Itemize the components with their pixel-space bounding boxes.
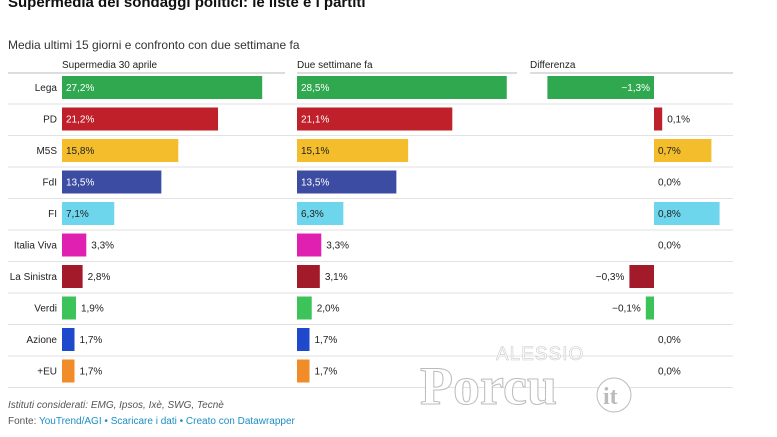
value-label: 3,3% [326, 241, 349, 252]
watermark-suffix: it [603, 384, 618, 410]
bar [62, 107, 219, 131]
bar [62, 328, 75, 351]
category-label: FdI [43, 178, 57, 189]
watermark-name: Porcu [420, 356, 557, 416]
value-label: 6,3% [301, 209, 324, 220]
column-headers: Supermedia 30 aprile Due settimane fa Diff… [62, 60, 576, 71]
bar [297, 170, 397, 194]
footnote-sources: Istituti considerati: EMG, Ipsos, Ixè, S… [8, 400, 224, 411]
category-labels: Lega PD M5S FdI FI Italia Viva La Sinistra Verd… [10, 83, 58, 378]
difference-label: 0,8% [658, 209, 681, 220]
bar [62, 139, 179, 162]
category-label: M5S [36, 146, 57, 157]
bar [62, 359, 75, 383]
bar-chart: Lega PD M5S FdI FI Italia Viva La Sinistra Verd… [8, 60, 733, 388]
difference-label: 0,1% [667, 115, 690, 126]
value-label: 13,5% [301, 178, 329, 189]
value-label: 2,8% [88, 272, 111, 283]
bar [297, 328, 310, 351]
value-label: 21,1% [301, 115, 329, 126]
bar [297, 296, 312, 320]
value-label: 1,7% [80, 367, 103, 378]
source-line: Fonte: YouTrend/AGI • Scaricare i dati •… [8, 416, 295, 427]
difference-label: 0,7% [658, 146, 681, 157]
category-label: +EU [37, 367, 57, 378]
value-label: 3,3% [91, 241, 114, 252]
difference-label: −0,3% [596, 272, 625, 283]
chart-subtitle: Media ultimi 15 giorni e confronto con d… [8, 38, 300, 52]
value-label: 2,0% [317, 304, 340, 315]
bars [62, 76, 720, 383]
difference-label: 0,0% [658, 241, 681, 252]
bar [62, 170, 162, 194]
category-label: Italia Viva [14, 241, 58, 252]
value-label: 15,1% [301, 146, 329, 157]
row-separators [8, 72, 733, 388]
value-labels: 27,2% 28,5% −1,3% 21,2% 21,1% 0,1% 15,8% 15,1% 0… [66, 83, 690, 378]
value-label: 1,7% [315, 335, 338, 346]
value-label: 1,7% [315, 367, 338, 378]
category-label: Lega [35, 83, 58, 94]
column-header: Due settimane fa [297, 60, 373, 71]
source-prefix: Fonte: [8, 416, 37, 427]
chart-title: Supermedia dei sondaggi politici: le lis… [8, 0, 366, 11]
bar [62, 265, 83, 288]
bar [297, 233, 322, 257]
bar [297, 265, 320, 288]
bar [62, 202, 115, 225]
watermark-logo: ALESSIO Porcu it [420, 344, 632, 417]
category-label: Verdi [34, 304, 57, 315]
bar [297, 107, 453, 131]
bar [297, 76, 507, 99]
category-label: La Sinistra [10, 272, 58, 283]
difference-bar [547, 76, 654, 99]
value-label: 21,2% [66, 115, 94, 126]
column-header: Supermedia 30 aprile [62, 60, 157, 71]
value-label: 7,1% [66, 209, 89, 220]
watermark-top: ALESSIO [496, 344, 584, 365]
separator-dot: • [179, 416, 184, 427]
difference-label: 0,0% [658, 367, 681, 378]
category-label: FI [48, 209, 57, 220]
difference-label: 0,0% [658, 178, 681, 189]
difference-bar [654, 202, 720, 225]
value-label: 1,7% [80, 335, 103, 346]
difference-label: −0,1% [612, 304, 641, 315]
download-data-link[interactable]: Scaricare i dati [110, 416, 177, 427]
bar [297, 139, 409, 162]
category-label: PD [43, 115, 57, 126]
difference-bar [654, 139, 712, 162]
value-label: 13,5% [66, 178, 94, 189]
difference-bar [654, 107, 663, 131]
difference-label: −1,3% [621, 83, 650, 94]
bar [62, 296, 76, 320]
bar [62, 76, 263, 99]
value-label: 28,5% [301, 83, 329, 94]
value-label: 15,8% [66, 146, 94, 157]
separator-dot: • [104, 416, 108, 427]
category-label: Azione [26, 335, 57, 346]
created-with-link[interactable]: Creato con Datawrapper [185, 416, 295, 427]
bar [62, 233, 87, 257]
bar [297, 202, 344, 225]
value-label: 27,2% [66, 83, 94, 94]
source-link[interactable]: YouTrend/AGI [38, 416, 102, 427]
bar [297, 359, 310, 383]
value-label: 3,1% [325, 272, 348, 283]
difference-bar [645, 296, 654, 320]
difference-label: 0,0% [658, 335, 681, 346]
column-header: Differenza [530, 60, 576, 71]
difference-bar [629, 265, 654, 288]
watermark-circle [596, 377, 632, 413]
value-label: 1,9% [81, 304, 104, 315]
